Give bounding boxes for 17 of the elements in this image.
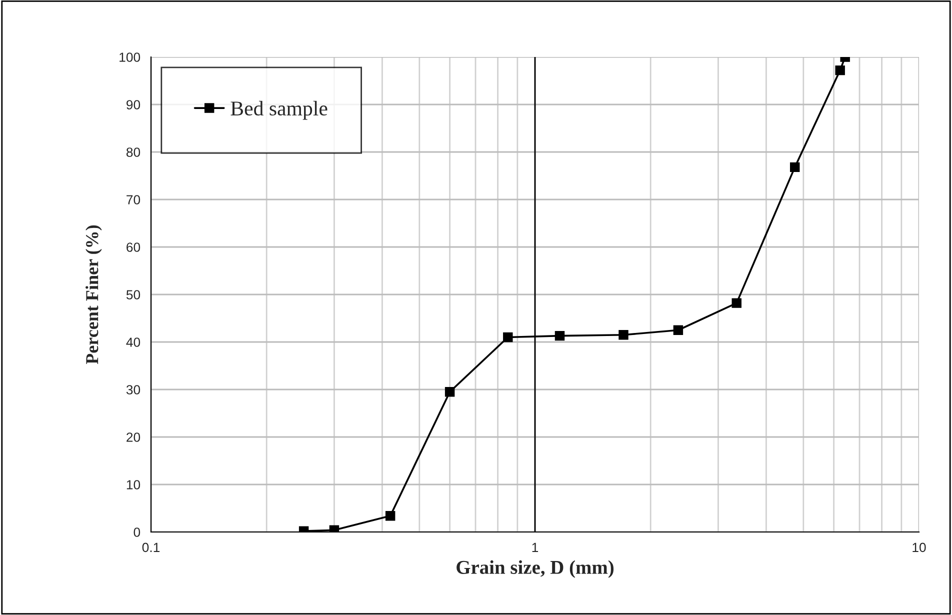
x-tick-label: 10	[912, 542, 926, 552]
x-axis-title: Grain size, D (mm)	[456, 560, 614, 578]
y-tick-label: 0	[134, 528, 140, 537]
y-tick-label: 80	[126, 148, 140, 157]
legend-label: Bed sample	[230, 100, 328, 120]
x-tick-label: 1	[532, 542, 538, 552]
y-tick-label: 20	[126, 432, 140, 442]
y-tick-label: 100	[120, 52, 140, 62]
y-tick-label: 60	[126, 242, 140, 252]
y-tick-label: 70	[126, 195, 140, 204]
y-tick-label: 90	[126, 100, 140, 110]
y-tick-label: 50	[126, 290, 140, 300]
y-tick-label: 10	[126, 480, 140, 490]
y-axis-title: Percent Finer (%)	[86, 225, 102, 364]
y-tick-label: 40	[126, 338, 140, 347]
x-tick-label: 0.1	[142, 542, 160, 552]
y-tick-label: 30	[126, 385, 140, 394]
